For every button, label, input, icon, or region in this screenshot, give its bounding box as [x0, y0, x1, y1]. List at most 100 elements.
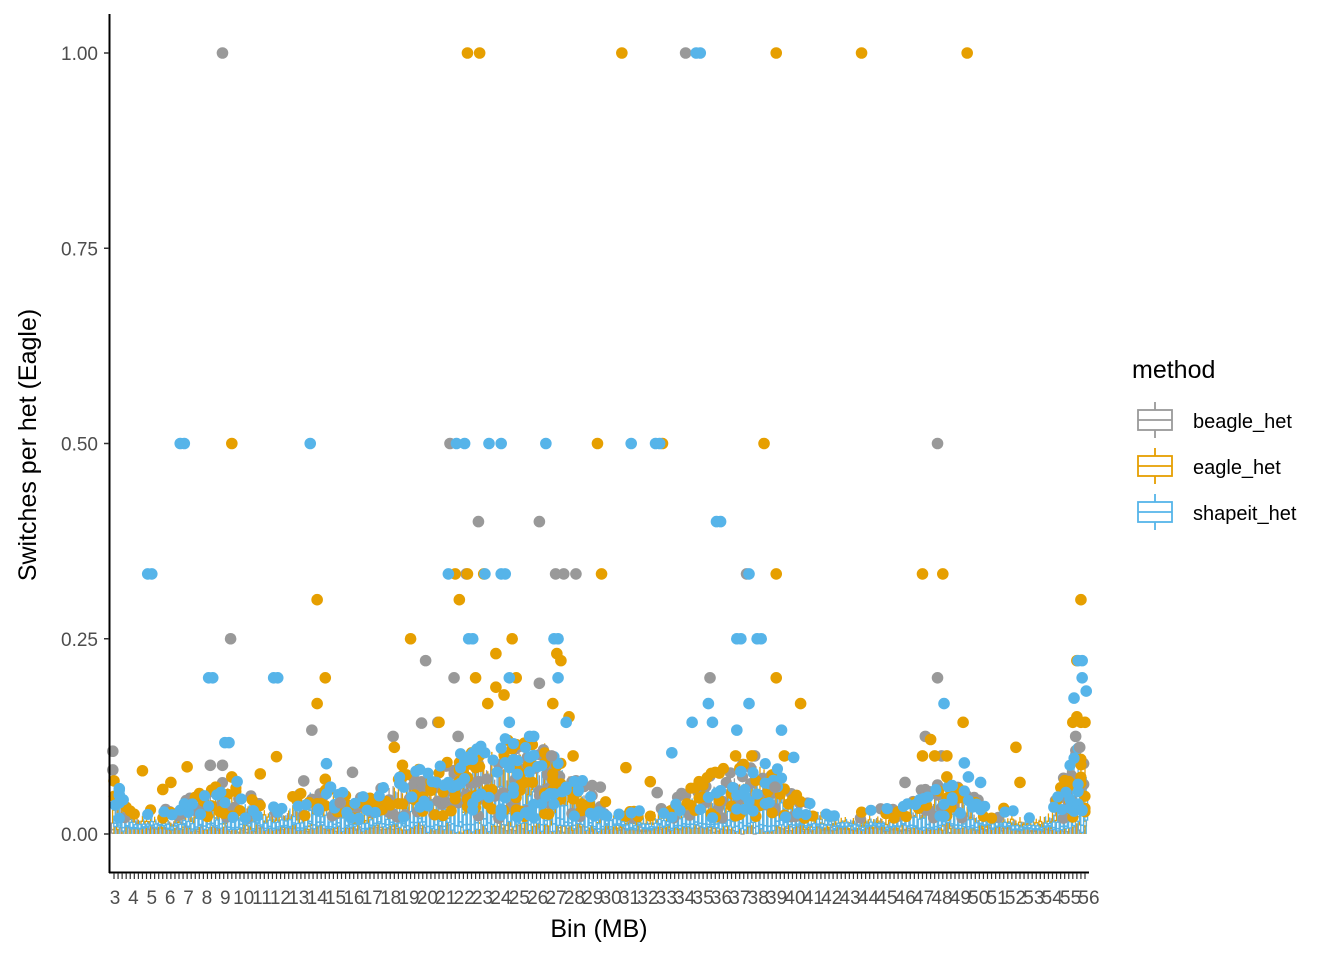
x-tick-label: 42: [821, 888, 842, 909]
outlier-point: [958, 785, 970, 797]
x-tick-label: 31: [619, 888, 640, 909]
outlier-point: [570, 568, 582, 580]
box-body: [190, 823, 195, 832]
x-tick-label: 29: [582, 888, 603, 909]
outlier-point: [466, 632, 479, 645]
outlier-point: [957, 716, 969, 729]
box-body: [365, 822, 370, 830]
outlier-point: [156, 783, 169, 796]
outlier-point: [215, 786, 227, 798]
box-body: [287, 819, 292, 829]
outlier-point: [931, 672, 944, 684]
outlier-point: [1067, 716, 1079, 729]
outlier-point: [528, 798, 540, 810]
outlier-point: [644, 775, 657, 788]
outlier-point: [552, 632, 564, 645]
box-body: [340, 817, 345, 832]
legend-key-beagle_het: [1137, 402, 1173, 438]
outlier-point: [547, 768, 559, 780]
outlier-point: [506, 632, 518, 645]
outlier-point: [804, 797, 816, 810]
outlier-point: [297, 775, 310, 787]
outlier-point: [271, 672, 284, 684]
outlier-point: [1014, 776, 1026, 789]
outlier-point: [445, 805, 457, 817]
box-body: [645, 823, 650, 830]
outlier-point: [706, 716, 719, 729]
x-tick-label: 24: [490, 888, 512, 909]
outlier-point: [206, 672, 219, 684]
box-body: [324, 814, 329, 829]
outlier-point: [219, 797, 231, 809]
x-tick-label: 27: [545, 888, 566, 909]
outlier-point: [142, 808, 154, 821]
legend: method beagle_het eagle_het shapeit_het: [1132, 356, 1297, 530]
y-tick-label: 0.00: [61, 825, 98, 846]
x-tick-label: 35: [693, 888, 714, 909]
box-body: [300, 822, 305, 831]
outlier-point: [779, 811, 792, 823]
x-tick-label: 16: [343, 888, 364, 909]
outlier-point: [415, 717, 428, 729]
legend-title: method: [1132, 356, 1215, 384]
outlier-point: [1076, 672, 1088, 684]
outlier-point: [442, 568, 455, 580]
outlier-point: [1076, 654, 1088, 667]
outlier-point: [353, 812, 365, 824]
outlier-point: [731, 724, 743, 736]
x-tick-label: 21: [435, 888, 456, 909]
outlier-point: [448, 672, 460, 684]
outlier-point: [540, 437, 552, 450]
box-body: [641, 823, 646, 830]
outlier-point: [345, 812, 357, 824]
outlier-point: [388, 741, 401, 754]
outlier-point: [735, 765, 747, 778]
outlier-point: [511, 811, 524, 823]
outlier-point: [337, 786, 349, 799]
outlier-point: [1057, 812, 1070, 824]
outlier-point: [398, 781, 410, 793]
outlier-point: [694, 47, 707, 59]
outlier-point: [666, 746, 678, 759]
box-body: [661, 819, 666, 829]
box-body: [267, 819, 272, 829]
outlier-point: [775, 772, 788, 784]
outlier-layer: [106, 47, 1093, 824]
outlier-point: [620, 761, 632, 774]
box-body: [625, 824, 630, 831]
box-body: [381, 814, 386, 828]
x-tick-label: 43: [840, 888, 861, 909]
outlier-point: [548, 798, 560, 810]
outlier-point: [434, 760, 446, 772]
outlier-point: [758, 437, 770, 450]
x-tick-label: 37: [729, 888, 750, 909]
x-tick-label: 46: [895, 888, 916, 909]
outlier-point: [203, 800, 215, 812]
outlier-point: [706, 812, 719, 824]
x-tick-label: 38: [748, 888, 769, 909]
x-tick-label: 5: [146, 888, 157, 909]
legend-label-eagle: eagle_het: [1193, 457, 1281, 479]
outlier-point: [1079, 716, 1091, 729]
x-axis-ticks: [113, 873, 1086, 879]
outlier-point: [930, 784, 942, 796]
outlier-point: [743, 697, 755, 710]
box-body: [320, 816, 325, 826]
outlier-point: [461, 568, 474, 580]
outlier-point: [941, 771, 953, 783]
outlier-point: [729, 750, 742, 762]
box-body: [974, 822, 979, 831]
outlier-point: [224, 632, 237, 645]
outlier-point: [300, 799, 312, 811]
outlier-point: [666, 811, 678, 823]
outlier-point: [543, 808, 555, 820]
outlier-point: [560, 716, 572, 729]
box-body: [129, 821, 134, 830]
outlier-point: [490, 647, 502, 660]
box-body: [612, 817, 617, 827]
box-body: [165, 823, 171, 830]
x-tick-label: 41: [803, 888, 824, 909]
x-tick-label: 34: [674, 888, 696, 909]
outlier-point: [422, 800, 434, 812]
outlier-point: [763, 797, 775, 809]
